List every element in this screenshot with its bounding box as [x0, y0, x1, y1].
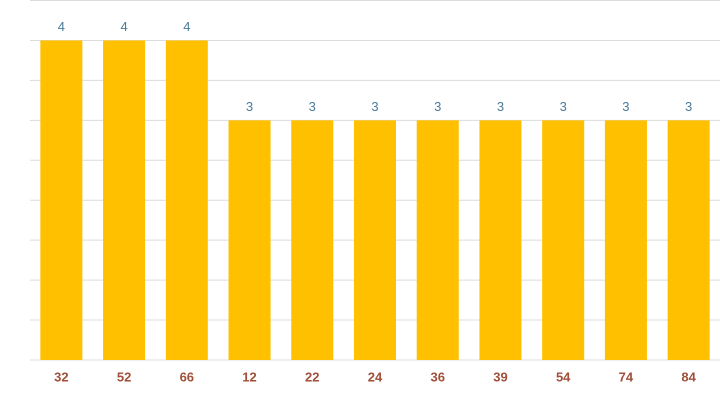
x-tick-label: 54 — [556, 369, 571, 384]
x-tick-label: 32 — [54, 369, 68, 384]
bar — [228, 120, 271, 360]
value-label: 4 — [58, 19, 65, 34]
bar — [165, 40, 208, 360]
x-tick-label: 66 — [180, 369, 194, 384]
x-tick-label: 22 — [305, 369, 319, 384]
bar — [291, 120, 334, 360]
bar — [604, 120, 647, 360]
value-label: 3 — [434, 99, 441, 114]
value-label: 3 — [560, 99, 567, 114]
bar — [40, 40, 83, 360]
value-label: 3 — [685, 99, 692, 114]
value-label: 3 — [622, 99, 629, 114]
value-label: 4 — [120, 19, 127, 34]
bar — [479, 120, 522, 360]
x-tick-label: 12 — [242, 369, 256, 384]
value-label: 3 — [371, 99, 378, 114]
x-tick-label: 39 — [493, 369, 507, 384]
bar — [416, 120, 459, 360]
value-label: 3 — [246, 99, 253, 114]
value-label: 4 — [183, 19, 190, 34]
bar — [667, 120, 710, 360]
x-tick-label: 84 — [681, 369, 696, 384]
x-tick-label: 24 — [368, 369, 383, 384]
x-tick-label: 36 — [430, 369, 444, 384]
value-label: 3 — [497, 99, 504, 114]
x-tick-label: 74 — [619, 369, 634, 384]
bar — [542, 120, 585, 360]
bar — [103, 40, 146, 360]
bar — [353, 120, 397, 360]
value-label: 3 — [309, 99, 316, 114]
x-tick-label: 52 — [117, 369, 131, 384]
